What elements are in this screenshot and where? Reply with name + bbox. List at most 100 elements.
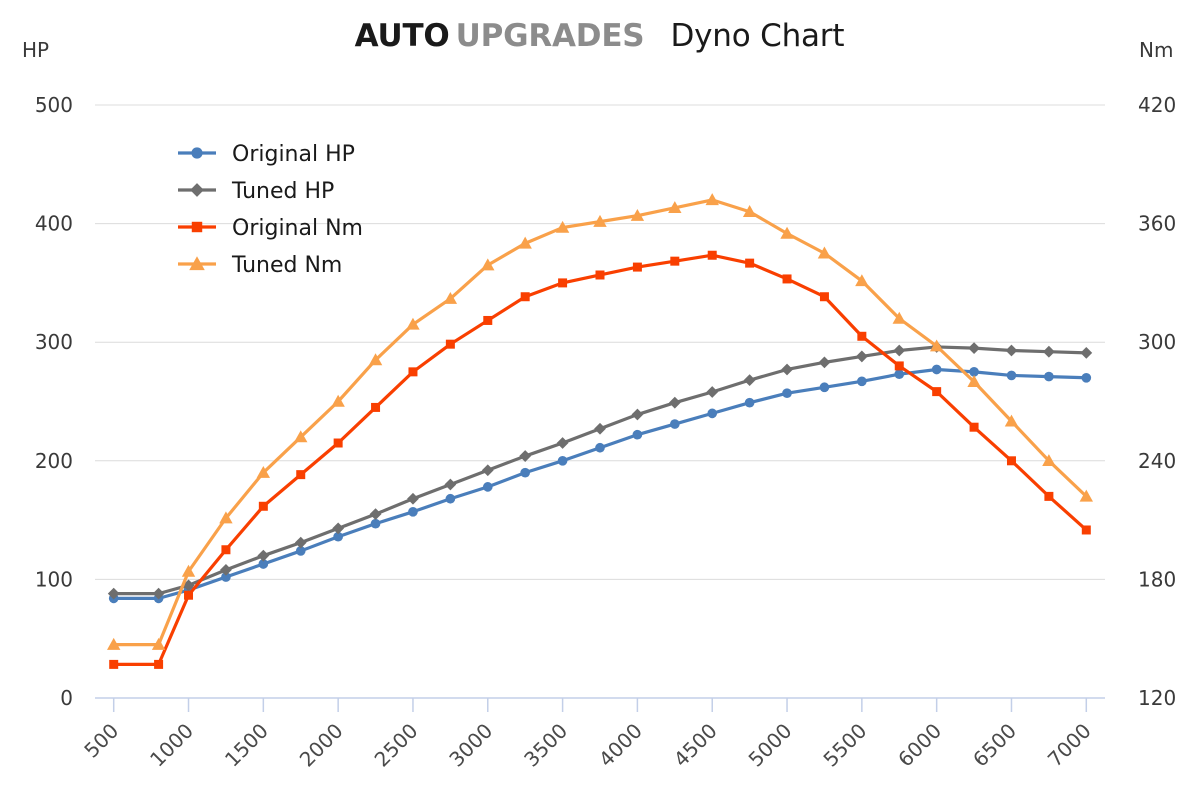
right-axis-tick-label: 300 (1138, 330, 1176, 354)
data-point-marker (782, 274, 792, 284)
data-point-marker (1079, 489, 1093, 502)
legend-item-original-nm[interactable]: Original Nm (178, 216, 363, 241)
data-point-marker (1042, 345, 1055, 358)
data-point-marker (1044, 491, 1054, 501)
legend-item-original-hp[interactable]: Original HP (178, 142, 355, 167)
x-axis-tick-label: 500 (79, 719, 123, 763)
data-point-marker (408, 506, 418, 517)
data-point-marker (780, 226, 794, 239)
x-axis-tick-label: 6000 (893, 719, 946, 772)
data-point-marker (1044, 371, 1054, 382)
series-line (112, 253, 1088, 666)
chart-title: AUTO UPGRADES Dyno Chart (0, 18, 1199, 54)
data-point-marker (182, 579, 195, 592)
data-point-marker (219, 511, 233, 524)
title-brand-bold: AUTO (354, 18, 450, 54)
data-point-marker (594, 422, 606, 435)
data-point-marker (332, 522, 345, 535)
data-point-marker (557, 455, 568, 466)
x-axis-tick-label: 5000 (744, 719, 797, 772)
data-point-marker (894, 361, 904, 371)
data-point-marker (184, 590, 194, 600)
data-point-marker (894, 369, 905, 380)
data-point-marker (258, 501, 268, 511)
data-point-marker (368, 353, 383, 366)
data-point-marker (481, 464, 494, 477)
data-point-marker (221, 545, 231, 555)
title-subject: Dyno Chart (670, 18, 845, 54)
right-axis-tick-label: 180 (1138, 567, 1176, 591)
legend-label: Tuned HP (231, 179, 334, 204)
data-point-marker (1081, 372, 1092, 383)
data-point-marker (968, 342, 980, 355)
data-point-marker (482, 482, 493, 492)
data-point-marker (855, 350, 868, 363)
data-point-marker (857, 331, 867, 341)
legend-item-tuned-hp[interactable]: Tuned HP (178, 179, 334, 204)
data-point-marker (258, 559, 269, 569)
data-point-marker (1004, 414, 1019, 427)
data-point-marker (296, 470, 306, 480)
data-point-marker (520, 467, 531, 478)
data-point-marker (518, 236, 532, 249)
data-point-marker (819, 382, 830, 393)
series-tuned-nm (107, 193, 1093, 650)
data-point-marker (408, 367, 418, 377)
right-axis-tick-label: 240 (1138, 449, 1176, 473)
left-axis-unit-label: HP (22, 38, 50, 62)
data-point-marker (294, 430, 308, 443)
data-point-marker (593, 214, 607, 227)
data-point-marker (668, 396, 681, 409)
data-point-marker (294, 536, 307, 549)
legend-item-tuned-nm[interactable]: Tuned Nm (178, 253, 342, 278)
data-point-marker (189, 256, 205, 271)
right-axis-unit-label: Nm (1139, 38, 1174, 62)
data-point-marker (152, 587, 165, 600)
left-axis-tick-label: 200 (35, 449, 73, 473)
data-point-marker (369, 508, 382, 521)
data-point-marker (519, 450, 532, 462)
data-point-marker (818, 356, 831, 369)
data-point-marker (445, 339, 455, 349)
data-point-marker (631, 408, 644, 421)
right-axis-tick-label: 360 (1138, 212, 1176, 236)
data-point-marker (444, 478, 457, 491)
data-point-marker (443, 292, 458, 304)
x-axis-tick-label: 4500 (669, 719, 722, 772)
x-axis-tick-label: 5500 (818, 719, 871, 772)
data-point-marker (555, 220, 570, 233)
data-point-marker (220, 564, 232, 576)
data-point-marker (742, 205, 757, 217)
left-axis-tick-label: 500 (35, 93, 73, 117)
data-point-marker (931, 364, 942, 375)
data-point-marker (630, 208, 645, 221)
data-point-marker (892, 311, 906, 324)
data-point-marker (333, 438, 343, 448)
data-point-marker (256, 465, 271, 478)
data-point-marker (445, 493, 456, 504)
data-point-marker (1005, 344, 1018, 357)
left-axis-tick-label: 300 (35, 330, 73, 354)
data-point-marker (1081, 525, 1091, 535)
data-point-marker (1042, 454, 1056, 467)
title-brand-light: UPGRADES (455, 18, 645, 54)
legend-label: Original HP (232, 142, 355, 167)
data-point-marker (782, 388, 792, 399)
left-axis-tick-label: 0 (60, 686, 73, 710)
data-point-marker (929, 339, 944, 352)
data-point-marker (109, 659, 119, 669)
right-axis-tick-label: 420 (1138, 93, 1176, 117)
data-point-marker (744, 397, 755, 408)
left-axis-tick-label: 100 (35, 567, 73, 591)
data-point-marker (107, 587, 120, 600)
data-point-marker (333, 531, 343, 542)
data-point-marker (221, 572, 231, 582)
data-point-marker (969, 422, 979, 432)
x-axis-tick-label: 2000 (295, 719, 348, 772)
data-point-marker (1006, 456, 1016, 466)
data-point-marker (669, 419, 680, 429)
data-point-marker (893, 344, 906, 357)
data-point-marker (151, 637, 166, 650)
x-axis-tick-label: 7000 (1043, 719, 1096, 772)
